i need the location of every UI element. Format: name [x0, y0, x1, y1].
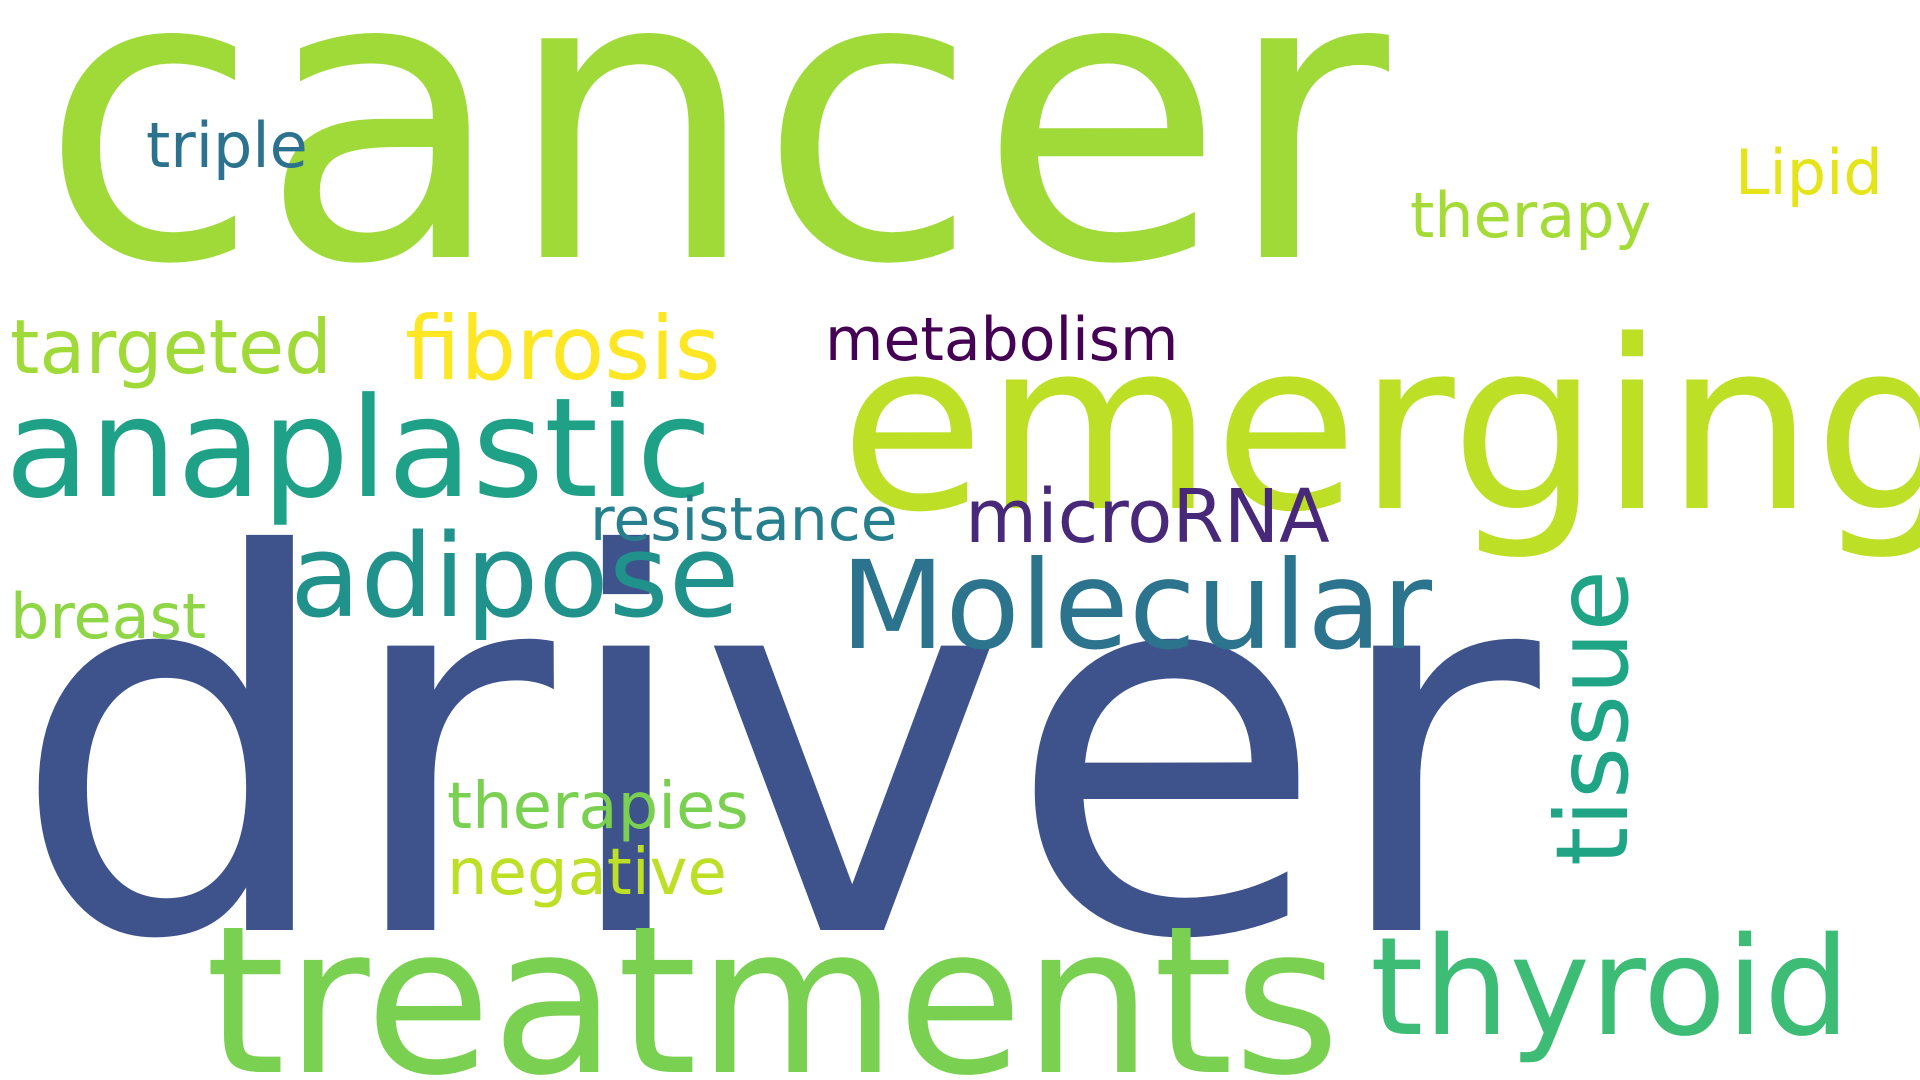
word-anaplastic: anaplastic: [5, 368, 713, 529]
word-cancer: cancer: [40, 0, 1390, 352]
word-treatments: treatments: [205, 883, 1341, 1080]
word-fibrosis: fibrosis: [405, 297, 721, 400]
word-emerging: emerging: [840, 291, 1920, 564]
word-resistance: resistance: [590, 485, 898, 555]
word-tissue: tissue: [1534, 569, 1652, 867]
word-metabolism: metabolism: [825, 305, 1179, 375]
word-therapy: therapy: [1410, 179, 1652, 252]
word-driver: driver: [10, 447, 1540, 1053]
word-breast: breast: [10, 580, 207, 653]
word-negative: negative: [447, 836, 727, 910]
word-triple: triple: [146, 109, 308, 182]
word-molecular: Molecular: [840, 535, 1433, 677]
word-targeted: targeted: [10, 303, 332, 391]
word-microrna: microRNA: [965, 474, 1330, 560]
word-adipose: adipose: [290, 510, 740, 644]
word-lipid: Lipid: [1735, 136, 1883, 209]
word-therapies: therapies: [447, 770, 749, 844]
word-thyroid: thyroid: [1370, 909, 1851, 1067]
